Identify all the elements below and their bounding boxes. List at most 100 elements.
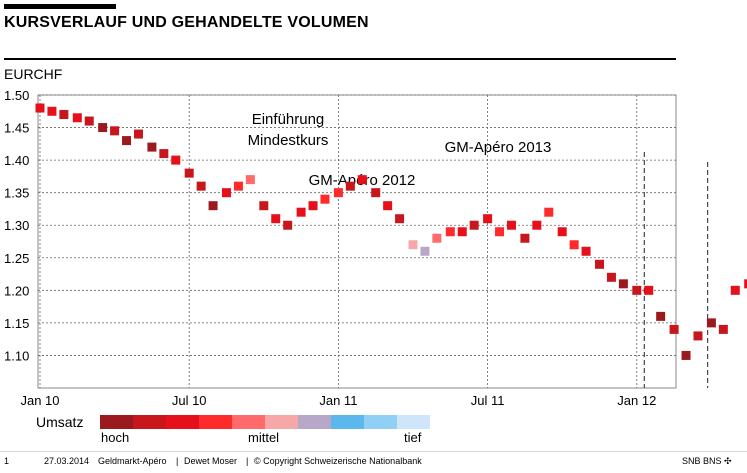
data-point [72, 113, 82, 123]
data-point [196, 181, 206, 191]
y-tick-label: 1.50 [4, 88, 29, 103]
y-tick-label: 1.30 [4, 218, 29, 233]
footer-sep-1: | [176, 456, 179, 466]
data-point [432, 233, 442, 243]
data-point [159, 149, 169, 159]
y-tick-label: 1.20 [4, 283, 29, 298]
annotation-text: GM-Apéro 2013 [445, 139, 552, 156]
data-point [644, 285, 654, 295]
plot-frame [37, 94, 677, 389]
data-point [581, 246, 591, 256]
legend-swatch [232, 415, 265, 429]
annotation-text-line1: Einführung [252, 111, 325, 128]
legend-swatch [298, 415, 331, 429]
legend-title: Umsatz [36, 414, 84, 430]
data-point [208, 201, 218, 211]
data-point [606, 272, 616, 282]
data-point [632, 285, 642, 295]
legend-swatch [166, 415, 199, 429]
y-tick-label: 1.40 [4, 153, 29, 168]
legend-label-mid: mittel [248, 430, 280, 445]
x-tick-label: Jul 11 [471, 393, 505, 408]
data-point [569, 240, 579, 250]
data-point [184, 168, 194, 178]
footer-event: Geldmarkt-Apéro [98, 456, 167, 466]
data-point [681, 350, 691, 360]
x-tick-label: Jan 11 [319, 393, 357, 408]
data-point [495, 227, 505, 237]
data-point [408, 240, 418, 250]
data-point [98, 123, 108, 133]
x-tick-label: Jan 12 [617, 393, 656, 408]
chart-title: KURSVERLAUF UND GEHANDELTE VOLUMEN [4, 14, 369, 31]
data-point [283, 220, 293, 230]
y-tick-label: 1.25 [4, 251, 29, 266]
data-point [469, 220, 479, 230]
data-point [320, 194, 330, 204]
header-accent-bar [4, 4, 116, 9]
data-point [171, 155, 181, 165]
data-point [133, 129, 143, 139]
footer-date: 27.03.2014 [44, 456, 90, 466]
data-point [383, 201, 393, 211]
legend-swatch [364, 415, 397, 429]
legend-label-low: tief [404, 430, 422, 445]
data-point [718, 324, 728, 334]
data-point [669, 324, 679, 334]
data-point [595, 259, 604, 269]
data-point [557, 227, 567, 237]
data-point [35, 103, 45, 113]
y-axis-unit: EURCHF [4, 66, 63, 82]
data-point [420, 246, 430, 256]
legend-swatch [133, 415, 166, 429]
data-point [222, 188, 231, 198]
data-point [445, 227, 455, 237]
data-point [744, 279, 747, 289]
annotation-text-line2: Mindestkurs [248, 132, 329, 149]
data-point [544, 207, 554, 217]
data-point [110, 126, 120, 136]
y-tick-label: 1.15 [4, 316, 29, 331]
data-point [296, 207, 306, 217]
data-point [532, 220, 542, 230]
legend-swatch [199, 415, 232, 429]
data-point [333, 188, 343, 198]
data-point [271, 214, 281, 224]
footer-page-number: 1 [4, 456, 10, 466]
data-point [618, 279, 628, 289]
data-point [483, 214, 493, 224]
title-rule [4, 58, 676, 60]
y-tick-label: 1.10 [4, 348, 29, 363]
data-point [259, 201, 269, 211]
legend-color-scale [100, 415, 430, 429]
legend-label-high: hoch [101, 430, 130, 445]
data-point [122, 136, 132, 146]
data-point [506, 220, 516, 230]
data-point [345, 181, 355, 191]
data-point [59, 110, 69, 120]
data-point [47, 106, 57, 116]
legend-swatch [100, 415, 133, 429]
legend-swatch [397, 415, 430, 429]
x-tick-label: Jan 10 [20, 393, 59, 408]
footer-copyright: © Copyright Schweizerische Nationalbank [254, 456, 422, 466]
footer-brand: SNB BNS ✣ [682, 456, 732, 466]
data-point [693, 331, 703, 341]
data-point [730, 285, 740, 295]
data-point [84, 116, 94, 126]
data-point [308, 201, 318, 211]
footer-sep-2: | [246, 456, 249, 466]
data-point [371, 188, 381, 198]
data-point [395, 214, 405, 224]
data-point [233, 181, 243, 191]
data-point [457, 227, 467, 237]
data-point [147, 142, 157, 152]
y-tick-label: 1.45 [4, 121, 29, 136]
footer-divider [0, 451, 747, 452]
data-point [656, 311, 666, 321]
x-tick-label: Jul 10 [172, 393, 207, 408]
footer-speaker: Dewet Moser [184, 456, 238, 466]
data-point [245, 175, 255, 185]
legend-swatch [331, 415, 364, 429]
